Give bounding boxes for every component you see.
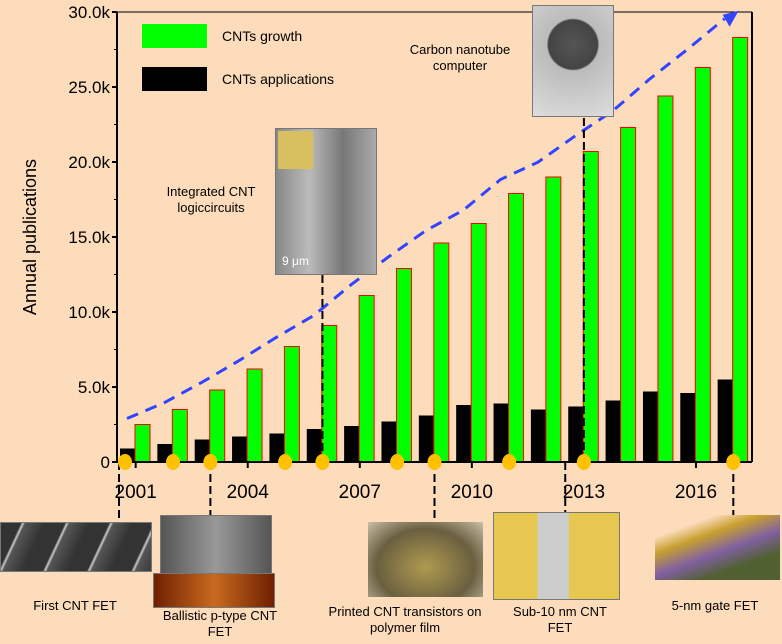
milestone-dot-2002	[166, 454, 181, 470]
y-tick-label: 15.0k	[68, 228, 110, 247]
x-tick-label-2010: 2010	[451, 482, 493, 503]
bar-growth-2008	[395, 268, 412, 463]
milestone-dot-2017	[726, 454, 741, 470]
bar-growth-2013	[582, 151, 599, 463]
bar-growth-2002	[171, 409, 188, 463]
bar-growth-2001	[134, 424, 151, 463]
x-tick-label-2004: 2004	[227, 482, 270, 503]
bar-growth-2010	[470, 223, 487, 463]
y-axis-label: Annual publications	[20, 159, 40, 315]
legend-label-applications: CNTs applications	[222, 71, 334, 87]
bar-applications-2010	[456, 405, 472, 462]
5nm-fet-image	[655, 515, 780, 580]
bar-growth-2005	[283, 346, 300, 463]
bar-applications-2013	[568, 406, 584, 462]
bar-applications-2016	[680, 393, 696, 462]
bar-applications-2012	[530, 409, 546, 462]
bar-applications-2006	[306, 429, 322, 462]
trend-arrow-head	[722, 10, 739, 27]
bar-applications-2005	[269, 433, 285, 462]
cnt-computer-image	[532, 5, 614, 117]
bar-applications-2009	[418, 415, 434, 462]
sub10nm-fet-image	[493, 512, 620, 600]
y-tick-label: 30.0k	[68, 3, 110, 22]
bar-growth-2009	[433, 242, 450, 463]
y-tick-label: 25.0k	[68, 78, 110, 97]
milestone-dot-2006	[315, 454, 330, 470]
bar-growth-2011	[508, 193, 525, 463]
annotation-5nm-fet: 5-nm gate FET	[671, 598, 759, 613]
legend-swatch-applications	[142, 67, 207, 91]
y-tick-label: 0	[101, 453, 110, 472]
trend-arrow-line	[126, 17, 726, 420]
bar-growth-2015	[657, 95, 674, 463]
bar-applications-2008	[381, 421, 397, 462]
milestone-dot-2009	[427, 454, 442, 470]
bar-applications-2017	[717, 379, 733, 462]
y-tick-label: 20.0k	[68, 153, 110, 172]
bar-growth-2017	[732, 37, 749, 463]
bar-growth-2006	[321, 325, 338, 463]
logic-circuit-image: 9 μm	[275, 128, 377, 275]
milestone-dot-2005	[278, 454, 293, 470]
first-fet-image	[0, 522, 152, 572]
scale-bar-label: 9 μm	[282, 254, 309, 268]
bar-growth-2003	[209, 389, 226, 463]
bar-applications-2014	[605, 400, 621, 462]
milestone-dot-2003	[203, 454, 218, 470]
milestone-dot-2008	[390, 454, 405, 470]
milestone-dot-2013	[576, 454, 591, 470]
x-tick-label-2001: 2001	[115, 482, 157, 503]
legend-swatch-growth	[142, 24, 207, 48]
bar-applications-2015	[642, 391, 658, 462]
x-tick-label-2016: 2016	[675, 482, 717, 503]
printed-transistors-image	[368, 522, 483, 597]
annotation-first-fet: First CNT FET	[33, 598, 117, 613]
legend-label-growth: CNTs growth	[222, 28, 302, 44]
bar-applications-2004	[232, 436, 248, 462]
circuit-highlight	[278, 131, 313, 169]
annotation-logic-circuits: Integrated CNT logiccircuits	[166, 184, 256, 215]
ballistic-fet-afm-image	[153, 573, 275, 608]
ballistic-fet-sem-image	[160, 515, 272, 574]
milestone-dot-2001	[118, 454, 132, 470]
y-tick-label: 10.0k	[68, 303, 110, 322]
annotation-cnt-computer: Carbon nanotube computer	[409, 42, 511, 73]
bar-growth-2014	[620, 127, 637, 463]
bar-growth-2016	[694, 67, 711, 463]
annotation-ballistic-fet: Ballistic p-type CNT FET	[162, 608, 278, 639]
bar-applications-2011	[493, 403, 509, 462]
bar-growth-2007	[358, 295, 375, 463]
bar-growth-2012	[545, 176, 562, 463]
milestone-dot-2011	[502, 454, 517, 470]
y-tick-label: 5.0k	[78, 378, 111, 397]
bar-applications-2007	[344, 426, 360, 462]
annotation-printed-transistors: Printed CNT transistors on polymer film	[328, 604, 482, 635]
annotation-sub10nm-fet: Sub-10 nm CNT FET	[513, 604, 607, 635]
bar-growth-2004	[246, 368, 263, 463]
x-tick-label-2013: 2013	[563, 482, 605, 503]
x-tick-label-2007: 2007	[339, 482, 381, 503]
